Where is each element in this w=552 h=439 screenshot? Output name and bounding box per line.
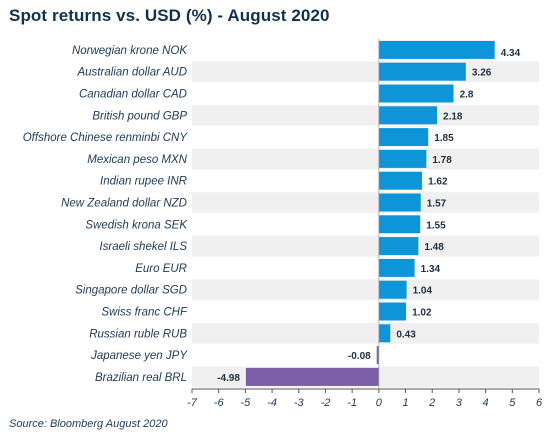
bar-nok [378,40,495,59]
bar-ils [378,237,419,256]
category-label: Euro EUR [135,263,187,275]
x-axis: -7 -6 -5 -4 -3 -2 -1 0 1 2 3 4 5 6 [187,39,543,409]
x-tick-label: -3 [294,397,305,409]
value-label: 1.78 [432,155,452,166]
bar-sek [378,215,421,234]
bar-nzd [378,193,421,212]
category-label: Swedish krona SEK [85,219,188,231]
category-label: Brazilian real BRL [95,372,187,384]
x-tick-label: -7 [187,397,198,409]
value-label: 0.43 [396,329,416,340]
bar-sgd [378,280,407,299]
value-label: -4.98 [217,373,240,384]
x-tick-label: -5 [240,397,251,409]
value-label: 1.85 [434,133,454,144]
row-band [192,148,539,170]
category-label: Norwegian krone NOK [72,45,188,57]
value-label: 1.04 [413,286,433,297]
source-note: Source: Bloomberg August 2020 [9,418,168,430]
category-labels: Norwegian krone NOK Australian dollar AUD… [23,45,189,384]
x-tick-label: -4 [267,397,277,409]
value-label: 2.18 [443,111,463,122]
category-label: New Zealand dollar NZD [61,198,187,210]
x-tick-label: -6 [214,397,225,409]
value-label: 1.55 [426,220,446,231]
x-tick-label: 2 [428,397,435,409]
bar-eur [378,258,415,277]
bar-aud [378,62,466,81]
category-label: Japanese yen JPY [90,350,188,362]
row-band [192,104,539,126]
value-label: 3.26 [472,68,492,79]
category-label: Russian ruble RUB [89,328,187,340]
x-tick-label: -2 [321,397,331,409]
bar-cny [378,128,429,147]
row-band [192,279,539,301]
category-label: Australian dollar AUD [76,67,187,79]
bar-rub [378,324,391,343]
x-tick-label: 1 [402,397,408,409]
value-label: 2.8 [460,90,474,101]
bar-gbp [378,106,438,125]
value-label: 1.02 [412,308,432,319]
row-band [192,235,539,257]
x-tick-label: 5 [509,397,516,409]
x-tick-label: 0 [376,397,383,409]
x-tick-label: 4 [483,397,489,409]
category-label: British pound GBP [92,110,187,122]
x-tick-label: 6 [536,397,543,409]
value-label: 1.48 [424,242,444,253]
value-label: -0.08 [348,351,371,362]
bar-cad [378,84,454,103]
category-label: Singapore dollar SGD [75,285,187,297]
value-labels: 4.34 3.26 2.8 2.18 1.85 1.78 1.62 1.57 1.55 1.48 1… [217,48,520,384]
row-bands [192,61,539,388]
bars [245,40,495,386]
chart-title: Spot returns vs. USD (%) - August 2020 [9,6,330,25]
bar-brl [245,367,379,386]
x-tick-label: -1 [347,397,357,409]
category-label: Mexican peso MXN [87,154,187,166]
category-label: Canadian dollar CAD [79,89,187,101]
bar-jpy [376,346,379,365]
row-band [192,192,539,213]
bar-mxn [378,149,427,168]
value-label: 1.57 [427,199,447,210]
category-label: Indian rupee INR [100,176,187,188]
bar-chf [378,302,407,321]
category-label: Swiss franc CHF [101,307,188,319]
x-tick-label: 3 [456,397,463,409]
value-label: 1.34 [421,264,441,275]
row-band [192,322,539,344]
value-label: 1.62 [428,177,448,188]
bar-inr [378,171,423,190]
category-label: Offshore Chinese renminbi CNY [23,132,189,144]
category-label: Israeli shekel ILS [99,241,187,253]
value-label: 4.34 [501,48,521,59]
